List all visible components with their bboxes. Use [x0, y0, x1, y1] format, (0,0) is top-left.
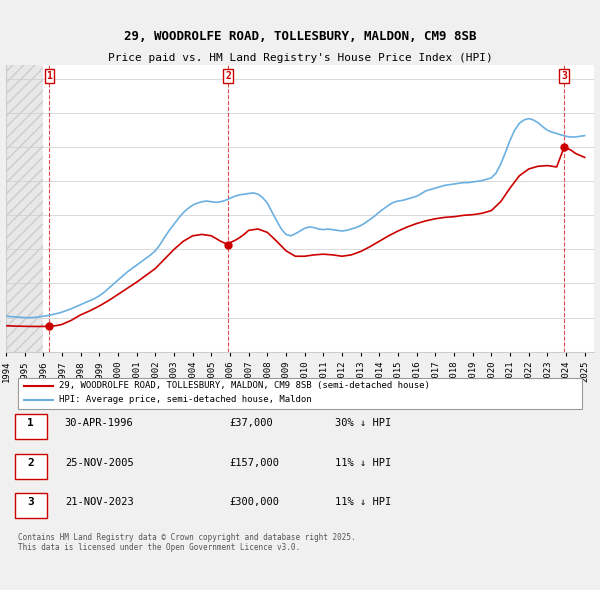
- FancyBboxPatch shape: [15, 454, 47, 478]
- Text: 1: 1: [47, 71, 52, 81]
- Text: £157,000: £157,000: [229, 458, 280, 467]
- Text: 3: 3: [28, 497, 34, 507]
- Text: 11% ↓ HPI: 11% ↓ HPI: [335, 497, 392, 507]
- Text: 1: 1: [28, 418, 34, 428]
- FancyBboxPatch shape: [15, 414, 47, 440]
- Text: HPI: Average price, semi-detached house, Maldon: HPI: Average price, semi-detached house,…: [59, 395, 311, 405]
- Text: £300,000: £300,000: [229, 497, 280, 507]
- Text: Price paid vs. HM Land Registry's House Price Index (HPI): Price paid vs. HM Land Registry's House …: [107, 54, 493, 64]
- Text: £37,000: £37,000: [229, 418, 273, 428]
- FancyBboxPatch shape: [18, 379, 582, 409]
- Text: 2: 2: [28, 458, 34, 467]
- Text: Contains HM Land Registry data © Crown copyright and database right 2025.
This d: Contains HM Land Registry data © Crown c…: [18, 533, 355, 552]
- Text: 21-NOV-2023: 21-NOV-2023: [65, 497, 134, 507]
- FancyBboxPatch shape: [15, 493, 47, 518]
- Text: 30% ↓ HPI: 30% ↓ HPI: [335, 418, 392, 428]
- Text: 30-APR-1996: 30-APR-1996: [65, 418, 134, 428]
- Text: 29, WOODROLFE ROAD, TOLLESBURY, MALDON, CM9 8SB: 29, WOODROLFE ROAD, TOLLESBURY, MALDON, …: [124, 30, 476, 42]
- Text: 11% ↓ HPI: 11% ↓ HPI: [335, 458, 392, 467]
- Text: 3: 3: [561, 71, 567, 81]
- Text: 25-NOV-2005: 25-NOV-2005: [65, 458, 134, 467]
- Text: 2: 2: [225, 71, 231, 81]
- Text: 29, WOODROLFE ROAD, TOLLESBURY, MALDON, CM9 8SB (semi-detached house): 29, WOODROLFE ROAD, TOLLESBURY, MALDON, …: [59, 381, 430, 390]
